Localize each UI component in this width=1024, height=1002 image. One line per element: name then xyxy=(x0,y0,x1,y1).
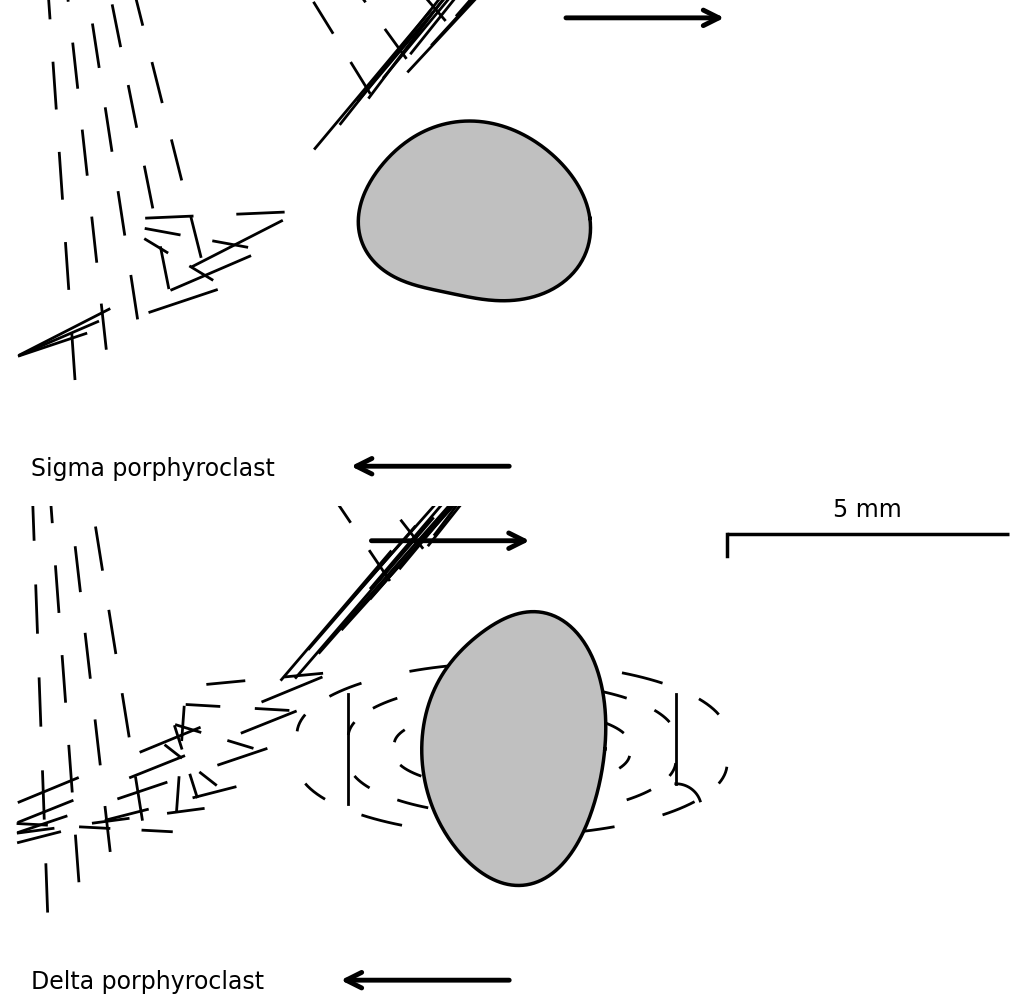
Text: 5 mm: 5 mm xyxy=(834,498,902,522)
Text: Delta porphyroclast: Delta porphyroclast xyxy=(31,970,264,994)
Polygon shape xyxy=(358,121,591,301)
Polygon shape xyxy=(422,611,606,886)
Text: Sigma porphyroclast: Sigma porphyroclast xyxy=(31,457,274,481)
